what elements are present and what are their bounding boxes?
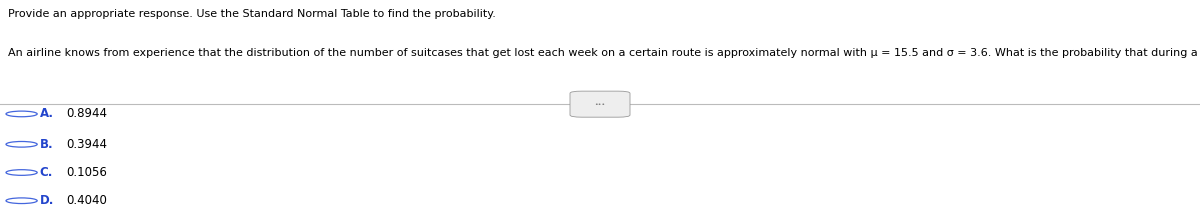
Text: 0.1056: 0.1056 <box>66 166 107 179</box>
Text: Provide an appropriate response. Use the Standard Normal Table to find the proba: Provide an appropriate response. Use the… <box>8 9 497 19</box>
Text: B.: B. <box>40 138 53 151</box>
Text: D.: D. <box>40 194 54 207</box>
Text: 0.8944: 0.8944 <box>66 107 107 120</box>
Text: An airline knows from experience that the distribution of the number of suitcase: An airline knows from experience that th… <box>8 48 1200 58</box>
Text: A.: A. <box>40 107 54 120</box>
Text: C.: C. <box>40 166 53 179</box>
Text: 0.3944: 0.3944 <box>66 138 107 151</box>
FancyBboxPatch shape <box>570 91 630 117</box>
Text: •••: ••• <box>594 102 606 107</box>
Text: 0.4040: 0.4040 <box>66 194 107 207</box>
